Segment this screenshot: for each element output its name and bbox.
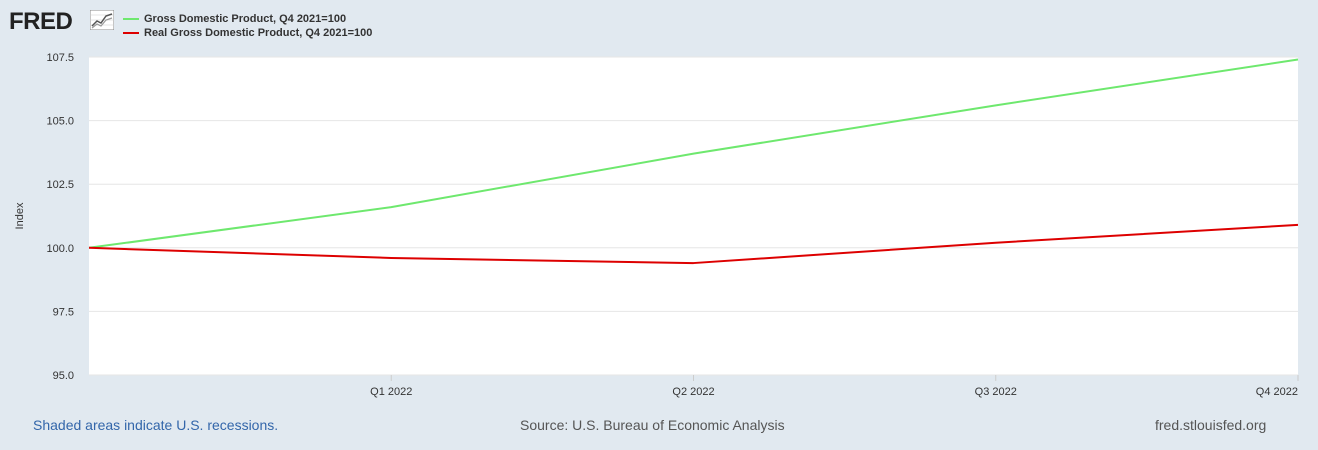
x-tick-label: Q2 2022: [672, 386, 714, 398]
y-tick-label: 100.0: [46, 243, 74, 255]
x-tick-label: Q4 2022: [1256, 386, 1298, 398]
x-tick-label: Q3 2022: [975, 386, 1017, 398]
y-tick-label: 107.5: [46, 52, 74, 64]
source-text: Source: U.S. Bureau of Economic Analysis: [520, 417, 785, 433]
legend-item[interactable]: Real Gross Domestic Product, Q4 2021=100: [123, 26, 372, 40]
legend-label: Real Gross Domestic Product, Q4 2021=100: [144, 27, 373, 39]
y-tick-label: 102.5: [46, 179, 74, 191]
plot-area: [89, 57, 1298, 375]
line-chart: 95.0 97.5 100.0 102.5 105.0 107.5 Q1 2022 Q2 20…: [14, 52, 1299, 398]
legend-label: Gross Domestic Product, Q4 2021=100: [144, 13, 347, 25]
site-url[interactable]: fred.stlouisfed.org: [1155, 417, 1267, 433]
recession-note-link[interactable]: Shaded areas indicate U.S. recessions.: [33, 417, 279, 433]
x-tick-label: Q1 2022: [370, 386, 412, 398]
series-line: [88, 223, 1299, 265]
legend-swatch: [123, 32, 139, 34]
legend-item[interactable]: Gross Domestic Product, Q4 2021=100: [123, 12, 372, 26]
y-tick-label: 97.5: [53, 306, 74, 318]
series-line: [88, 58, 1299, 249]
header: FRED Gross Domestic Product, Q4 2021=100…: [0, 0, 1318, 48]
fred-logo[interactable]: FRED: [9, 8, 73, 35]
y-tick-label: 105.0: [46, 116, 74, 128]
y-tick-label: 95.0: [53, 370, 74, 382]
y-axis-label: Index: [14, 202, 26, 229]
legend-swatch: [123, 18, 139, 20]
legend: Gross Domestic Product, Q4 2021=100 Real…: [123, 12, 372, 40]
